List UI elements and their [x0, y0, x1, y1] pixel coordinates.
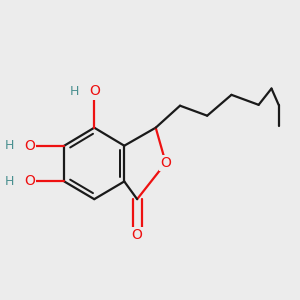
Text: O: O [132, 228, 142, 242]
Text: H: H [70, 85, 79, 98]
Text: H: H [5, 139, 14, 152]
Text: O: O [160, 156, 171, 170]
Text: O: O [89, 84, 100, 98]
Text: O: O [25, 139, 35, 153]
Text: H: H [5, 175, 14, 188]
Text: O: O [25, 174, 35, 188]
